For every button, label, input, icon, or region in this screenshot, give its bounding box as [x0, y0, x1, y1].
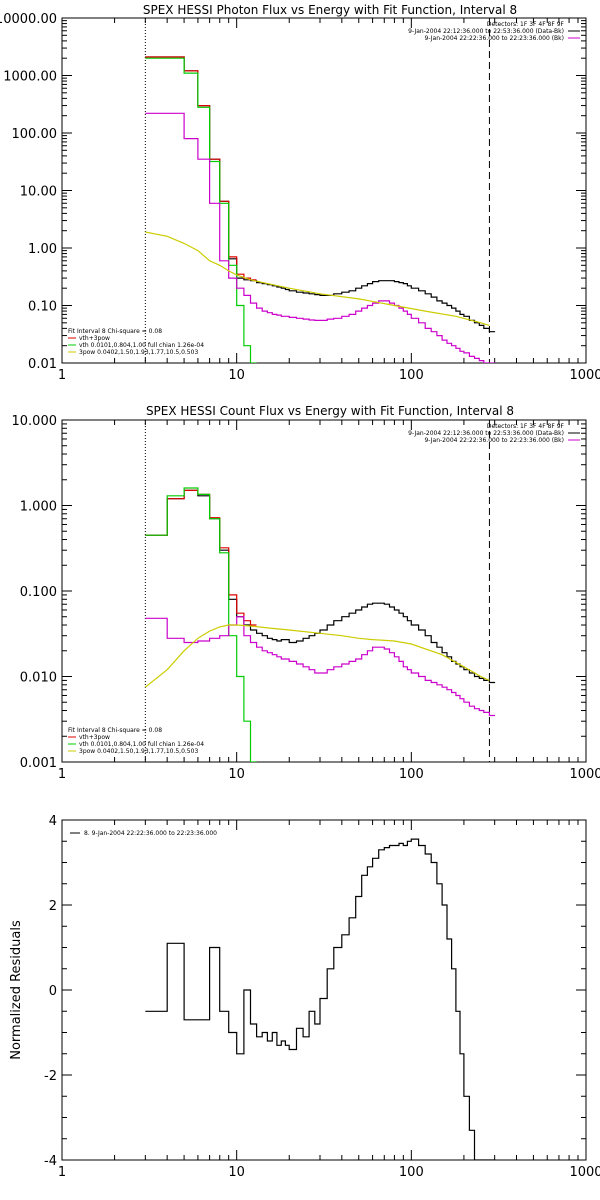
series-line	[145, 112, 496, 363]
x-tick-label: 1	[58, 1165, 66, 1180]
y-tick-label: 1.000	[20, 500, 57, 515]
count-flux-panel: SPEX HESSI Count Flux vs Energy with Fit…	[12, 404, 600, 782]
legend-entry: vth 0.0101,0.804,1.00 full chian 1.26e-0…	[79, 741, 204, 748]
y-axis-label: Normalized Residuals	[9, 920, 24, 1060]
y-tick-label: 10000.00	[0, 12, 57, 27]
photon-flux-panel: SPEX HESSI Photon Flux vs Energy with Fi…	[0, 3, 600, 383]
x-tick-label: 1000	[569, 368, 600, 383]
y-tick-label: 10.000	[12, 414, 58, 429]
y-tick-label: 0.01	[28, 357, 57, 372]
x-tick-label: 1	[58, 368, 66, 383]
y-tick-label: 0.100	[20, 585, 57, 600]
chart-title: SPEX HESSI Photon Flux vs Energy with Fi…	[143, 3, 517, 17]
legend-entry: 9-Jan-2004 22:12:36.000 to 22:53:36.000 …	[408, 28, 564, 35]
series-line	[145, 489, 496, 684]
legend-entry: vth+3pow	[79, 734, 110, 741]
series-line	[145, 57, 257, 363]
residuals-panel: Normalized Residuals 1 10 100 1000 -4 -2 0 2 4 8.…	[9, 814, 600, 1180]
x-tick-label: 10	[228, 368, 245, 383]
x-tick-label: 1	[58, 767, 66, 782]
y-tick-label: 0	[49, 984, 57, 999]
y-tick-label: 4	[49, 814, 57, 829]
x-tick-label: 1000	[569, 1165, 600, 1180]
series-line	[145, 231, 490, 326]
legend-entry: 9-Jan-2004 22:22:36.000 to 22:23:36.000 …	[424, 35, 564, 42]
y-tick-label: 0.001	[20, 756, 57, 771]
x-tick-label: 100	[399, 767, 424, 782]
legend-entry: 3pow 0.0402,1.50,1.93,1.77,10.5,0.503	[79, 748, 198, 755]
y-tick-label: 1.00	[28, 242, 57, 257]
series-line	[145, 489, 257, 626]
series-line	[145, 838, 496, 1160]
legend-entry: Fit Interval 8 Chi-square = 0.08	[68, 727, 162, 734]
legend-entry: Detectors: 1F 3F 4F 8F 9F	[487, 423, 565, 430]
legend-entry: 9-Jan-2004 22:22:36.000 to 22:23:36.000 …	[424, 437, 564, 444]
series-line	[145, 56, 496, 333]
y-tick-label: 0.010	[20, 671, 57, 686]
y-tick-label: 10.00	[20, 185, 57, 200]
y-tick-label: 0.10	[28, 300, 57, 315]
plot-frame	[61, 419, 587, 763]
legend-entry: 3pow 0.0402,1.50,1.93,1.77,10.5,0.503	[79, 349, 198, 356]
x-tick-label: 1000	[569, 767, 600, 782]
x-tick-label: 100	[399, 1165, 424, 1180]
x-tick-label: 10	[228, 1165, 245, 1180]
series-line	[144, 624, 490, 688]
legend-entry: Detectors: 1F 3F 4F 8F 9F	[487, 21, 565, 28]
series-line	[145, 56, 257, 281]
plot-frame	[61, 17, 587, 364]
y-tick-label: 100.00	[12, 127, 58, 142]
x-tick-label: 10	[228, 767, 245, 782]
legend-entry: vth+3pow	[79, 335, 110, 342]
y-tick-label: 2	[49, 899, 57, 914]
legend-entry: Fit Interval 8 Chi-square = 0.08	[68, 328, 162, 335]
y-tick-label: 1000.00	[3, 70, 57, 85]
legend-entry: 8. 9-Jan-2004 22:22:36.000 to 22:23:36.0…	[84, 830, 217, 837]
y-tick-label: -2	[44, 1069, 57, 1084]
legend-entry: 9-Jan-2004 22:12:36.000 to 22:53:36.000 …	[408, 430, 564, 437]
legend-entry: vth 0.0101,0.804,1.00 full chian 1.26e-0…	[79, 342, 204, 349]
chart-title: SPEX HESSI Count Flux vs Energy with Fit…	[146, 404, 514, 418]
plot-frame	[61, 819, 587, 1161]
y-tick-label: -4	[44, 1154, 57, 1169]
series-line	[145, 616, 496, 717]
x-tick-label: 100	[399, 368, 424, 383]
series-line	[145, 487, 257, 762]
